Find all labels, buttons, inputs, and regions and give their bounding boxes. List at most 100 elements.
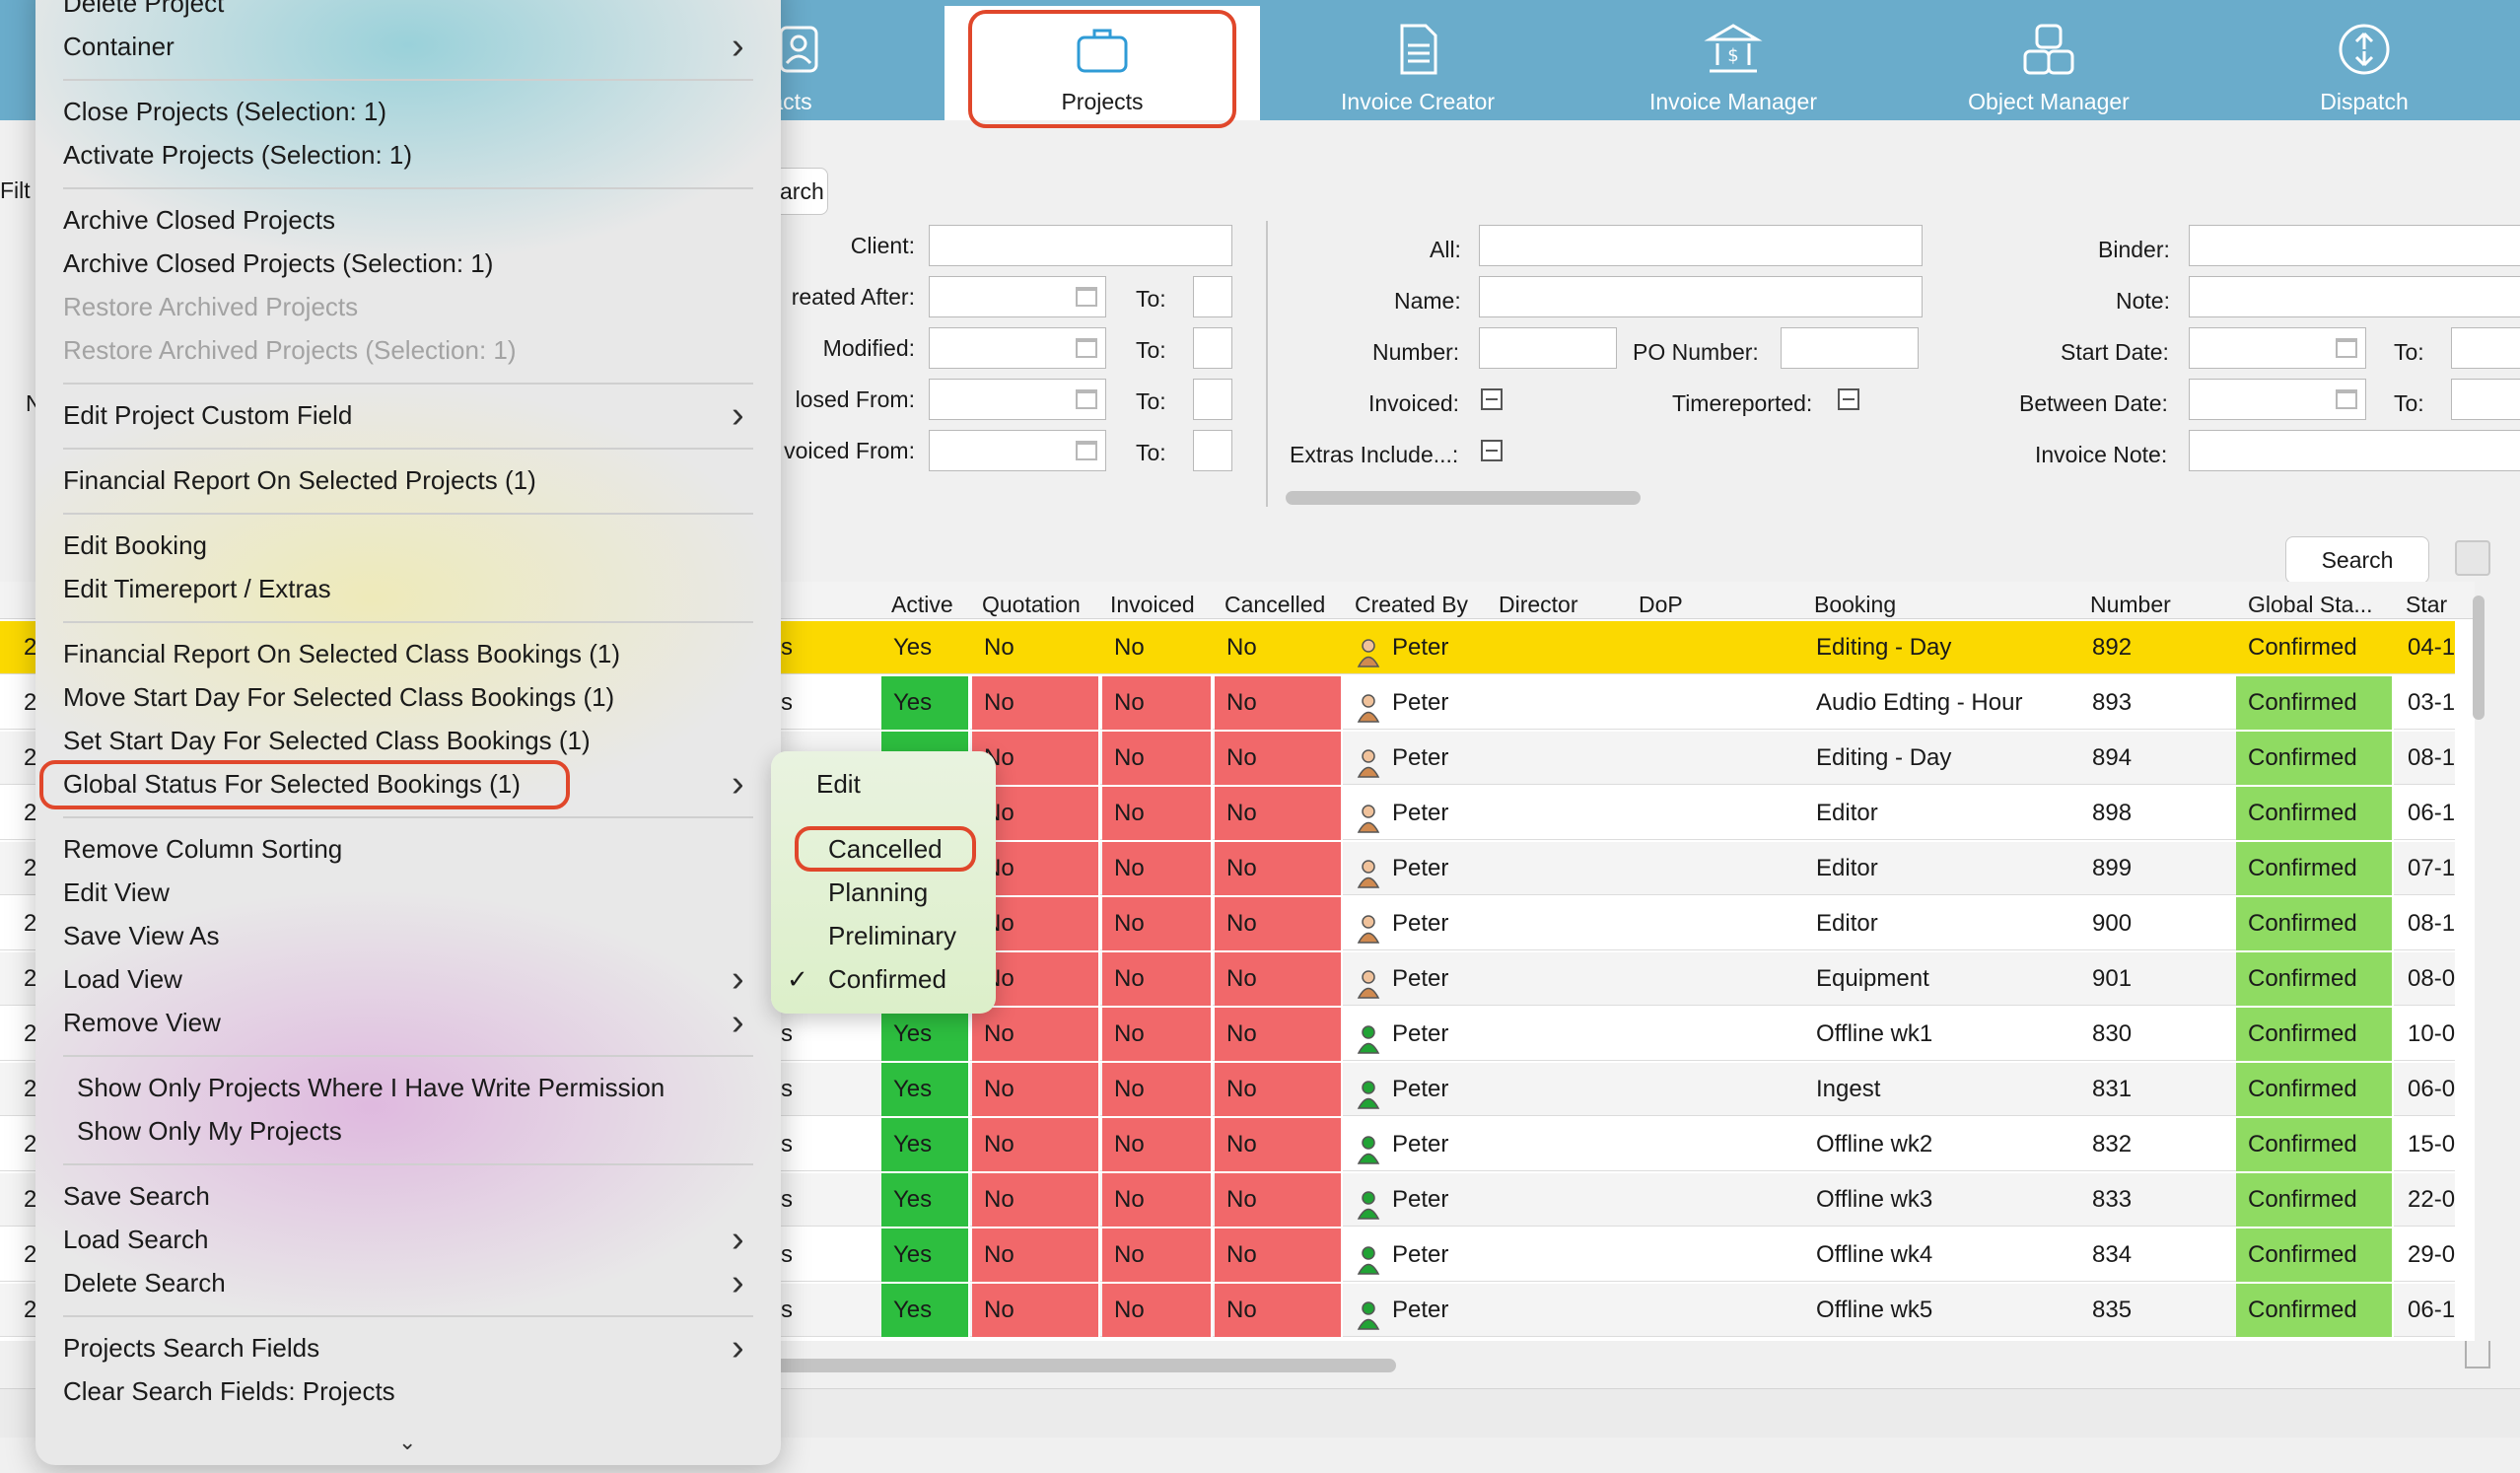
- quotation-cell: No: [972, 1063, 1100, 1116]
- calendar-icon[interactable]: [1076, 287, 1097, 307]
- status-option-planning[interactable]: Planning: [828, 877, 929, 907]
- filter-scrollbar[interactable]: [1286, 491, 1641, 505]
- invoiced-checkbox[interactable]: [1481, 388, 1503, 410]
- menu-load-search[interactable]: Load Search: [63, 1225, 209, 1254]
- menu-move-start-day[interactable]: Move Start Day For Selected Class Bookin…: [63, 682, 615, 712]
- col-created-by[interactable]: Created By: [1355, 592, 1469, 617]
- modified-field[interactable]: [929, 327, 1106, 369]
- calendar-icon[interactable]: [1076, 441, 1097, 460]
- timereported-checkbox[interactable]: [1838, 388, 1859, 410]
- col-invoiced[interactable]: Invoiced: [1110, 592, 1195, 617]
- menu-close-projects[interactable]: Close Projects (Selection: 1): [63, 97, 387, 126]
- status-cell: Confirmed: [2236, 1228, 2394, 1282]
- between-date-to-field[interactable]: [2451, 379, 2520, 420]
- client-field[interactable]: [929, 225, 1232, 266]
- menu-remove-view[interactable]: Remove View: [63, 1008, 221, 1037]
- menu-edit-custom-field[interactable]: Edit Project Custom Field: [63, 400, 353, 430]
- calendar-icon[interactable]: [1076, 338, 1097, 358]
- note-field[interactable]: [2189, 276, 2520, 317]
- menu-global-status[interactable]: Global Status For Selected Bookings (1): [63, 769, 521, 799]
- menu-set-start-day[interactable]: Set Start Day For Selected Class Booking…: [63, 726, 591, 755]
- project-cell: s: [769, 1063, 877, 1116]
- status-option-preliminary[interactable]: Preliminary: [828, 921, 957, 950]
- cancelled-cell: No: [1215, 1008, 1343, 1061]
- modified-to-field[interactable]: [1193, 327, 1232, 369]
- number-cell: 901: [2080, 952, 2234, 1006]
- columns-icon[interactable]: [2455, 540, 2490, 576]
- extras-checkbox[interactable]: [1481, 440, 1503, 461]
- col-director[interactable]: Director: [1499, 592, 1578, 617]
- invoiced-to-field[interactable]: [1193, 430, 1232, 471]
- col-dop[interactable]: DoP: [1639, 592, 1683, 617]
- menu-edit-view[interactable]: Edit View: [63, 877, 170, 907]
- status-cell-text: Confirmed: [2248, 965, 2357, 992]
- col-booking[interactable]: Booking: [1814, 592, 1897, 617]
- binder-label: Binder:: [2098, 237, 2170, 262]
- tab-label: Object Manager: [1968, 89, 2130, 114]
- start-date-to-field[interactable]: [2451, 327, 2520, 369]
- menu-remove-column-sorting[interactable]: Remove Column Sorting: [63, 834, 343, 864]
- calendar-icon[interactable]: [1076, 389, 1097, 409]
- tab-projects[interactable]: Projects: [945, 6, 1260, 120]
- menu-activate-projects[interactable]: Activate Projects (Selection: 1): [63, 140, 413, 170]
- col-start[interactable]: Star: [2406, 592, 2448, 617]
- menu-financial-report-bookings[interactable]: Financial Report On Selected Class Booki…: [63, 639, 621, 668]
- start-date-field[interactable]: [2189, 327, 2366, 369]
- cancelled-cell: No: [1215, 1284, 1343, 1337]
- col-quotation[interactable]: Quotation: [982, 592, 1081, 617]
- tab-invoice-creator[interactable]: Invoice Creator: [1260, 6, 1575, 120]
- menu-load-view[interactable]: Load View: [63, 964, 182, 994]
- tab-invoice-manager[interactable]: $ Invoice Manager: [1575, 6, 1891, 120]
- po-number-field[interactable]: [1781, 327, 1919, 369]
- menu-archive-closed-selection[interactable]: Archive Closed Projects (Selection: 1): [63, 248, 494, 278]
- status-cell: Confirmed: [2236, 621, 2394, 674]
- created-after-field[interactable]: [929, 276, 1106, 317]
- menu-save-search[interactable]: Save Search: [63, 1181, 210, 1211]
- menu-save-view-as[interactable]: Save View As: [63, 921, 220, 950]
- between-date-field[interactable]: [2189, 379, 2366, 420]
- closed-from-field[interactable]: [929, 379, 1106, 420]
- created-to-field[interactable]: [1193, 276, 1232, 317]
- menu-edit-booking[interactable]: Edit Booking: [63, 530, 207, 560]
- col-number[interactable]: Number: [2090, 592, 2171, 617]
- all-field[interactable]: [1479, 225, 1923, 266]
- invoiced-cell: No: [1102, 621, 1213, 674]
- tab-dispatch[interactable]: Dispatch: [2206, 6, 2520, 120]
- number-field[interactable]: [1479, 327, 1617, 369]
- menu-clear-search-fields[interactable]: Clear Search Fields: Projects: [63, 1376, 395, 1406]
- menu-delete-project[interactable]: Delete Project: [63, 0, 225, 18]
- col-active[interactable]: Active: [891, 592, 953, 617]
- table-horizontal-scrollbar[interactable]: [769, 1359, 1396, 1372]
- menu-show-write-permission[interactable]: Show Only Projects Where I Have Write Pe…: [77, 1073, 665, 1102]
- col-global-status[interactable]: Global Sta...: [2248, 592, 2373, 617]
- menu-edit-timereport[interactable]: Edit Timereport / Extras: [63, 574, 331, 603]
- menu-financial-report-projects[interactable]: Financial Report On Selected Projects (1…: [63, 465, 536, 495]
- calendar-icon[interactable]: [2336, 338, 2357, 358]
- menu-container[interactable]: Container: [63, 32, 175, 61]
- table-vertical-scrollbar[interactable]: [2473, 596, 2485, 720]
- status-option-cancelled[interactable]: Cancelled: [828, 834, 943, 864]
- booking-cell-text: Editor: [1816, 800, 1878, 826]
- number-cell-text: 898: [2092, 800, 2133, 826]
- col-cancelled[interactable]: Cancelled: [1225, 592, 1326, 617]
- share-icon[interactable]: [2465, 1341, 2490, 1368]
- name-field[interactable]: [1479, 276, 1923, 317]
- menu-projects-search-fields[interactable]: Projects Search Fields: [63, 1333, 320, 1363]
- status-option-confirmed[interactable]: Confirmed: [828, 964, 946, 994]
- cancelled-cell-text: No: [1226, 1076, 1257, 1102]
- menu-delete-search[interactable]: Delete Search: [63, 1268, 226, 1298]
- binder-field[interactable]: [2189, 225, 2520, 266]
- tab-object-manager[interactable]: Object Manager: [1891, 6, 2206, 120]
- cancelled-cell-text: No: [1226, 1131, 1257, 1157]
- scroll-down-chevron-icon[interactable]: ⌄: [398, 1430, 417, 1454]
- submenu-edit[interactable]: Edit: [816, 769, 861, 799]
- search-button[interactable]: Search: [2285, 536, 2429, 584]
- tab-contacts[interactable]: tacts: [651, 6, 946, 120]
- invoice-note-field[interactable]: [2189, 430, 2520, 471]
- menu-show-my-projects[interactable]: Show Only My Projects: [77, 1116, 342, 1146]
- number-cell: 835: [2080, 1284, 2234, 1337]
- menu-archive-closed[interactable]: Archive Closed Projects: [63, 205, 335, 235]
- calendar-icon[interactable]: [2336, 389, 2357, 409]
- invoiced-from-field[interactable]: [929, 430, 1106, 471]
- closed-to-field[interactable]: [1193, 379, 1232, 420]
